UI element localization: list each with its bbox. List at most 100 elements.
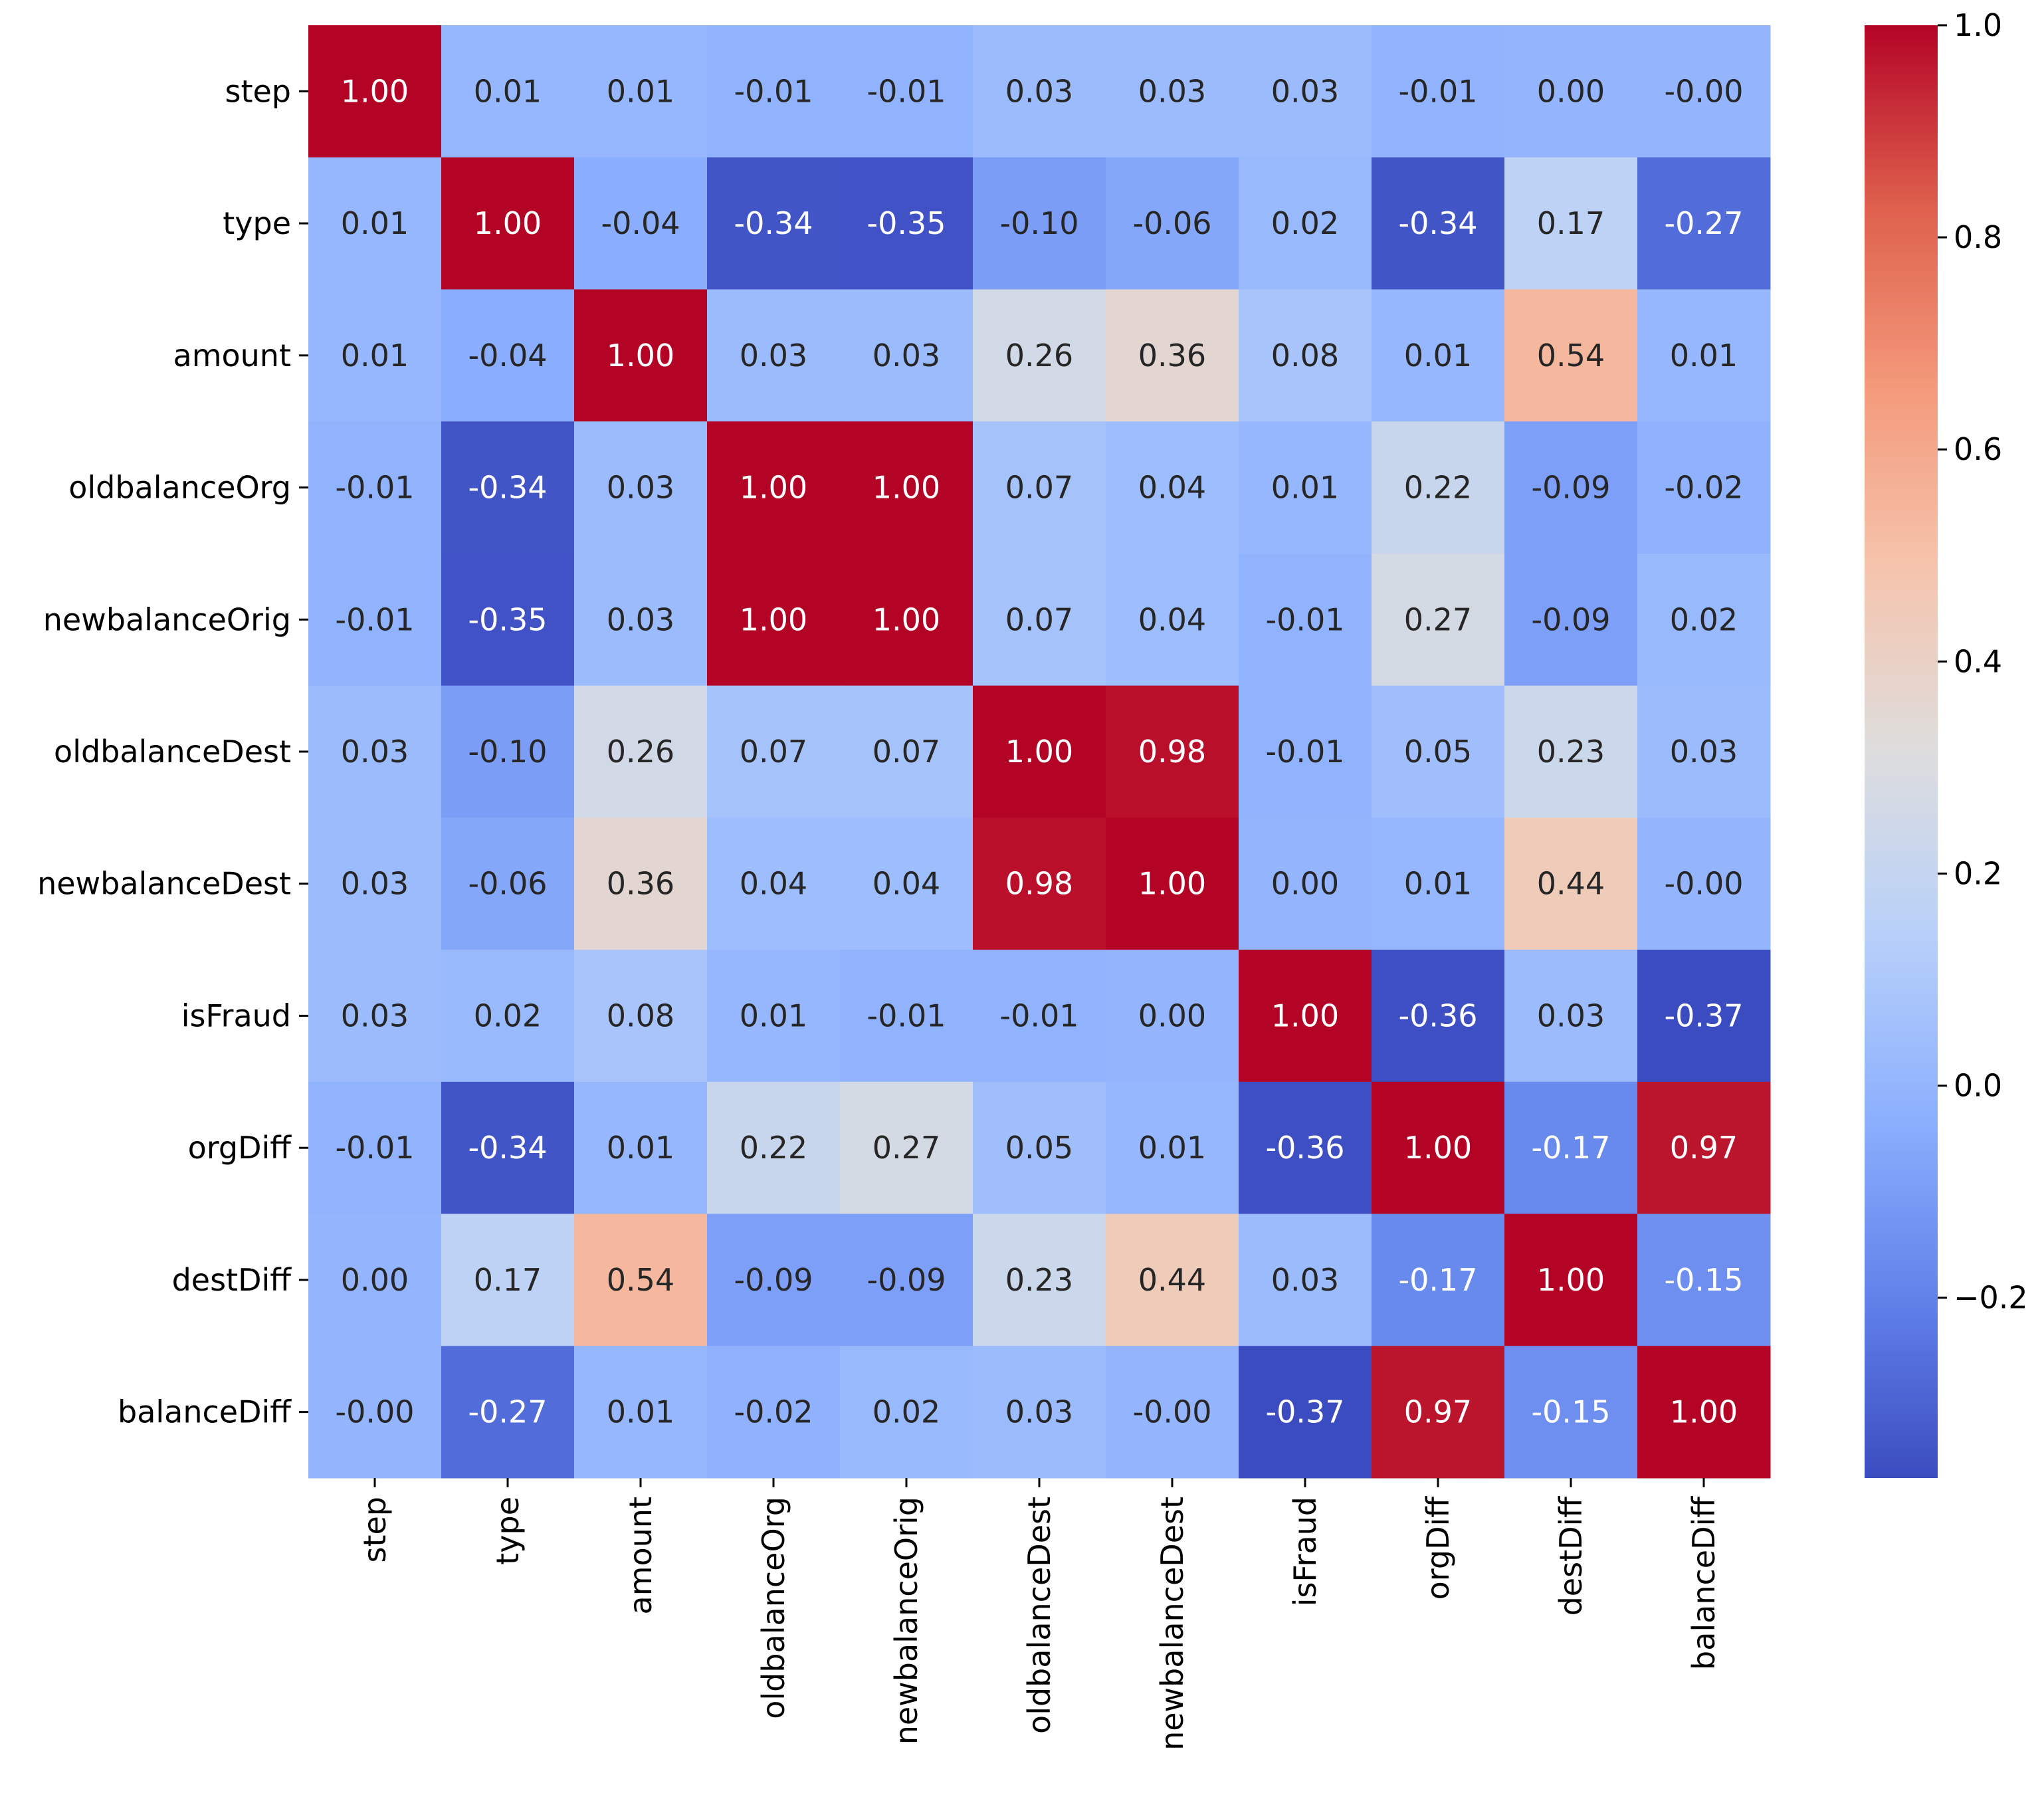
heatmap-cell xyxy=(1372,817,1505,950)
x-axis-tick-label: step xyxy=(357,1497,393,1563)
heatmap-cell xyxy=(308,817,442,950)
heatmap-cell-label: 0.03 xyxy=(1271,73,1339,109)
heatmap-cell xyxy=(1372,553,1505,686)
heatmap-cell-label: -0.01 xyxy=(734,73,813,109)
heatmap-cell-label: 0.05 xyxy=(1404,734,1472,770)
heatmap-cell xyxy=(973,289,1106,422)
heatmap-cell-label: 0.98 xyxy=(1005,866,1073,902)
heatmap-cell-label: -0.00 xyxy=(1132,1394,1211,1430)
heatmap-cell xyxy=(574,950,708,1083)
y-axis-tick-label: oldbalanceDest xyxy=(54,734,291,770)
heatmap-cell xyxy=(973,1346,1106,1479)
heatmap-cell-label: 1.00 xyxy=(1005,734,1073,770)
heatmap-cell-label: 0.27 xyxy=(872,1130,940,1166)
heatmap-cell xyxy=(707,685,841,818)
x-axis-tick-label: newbalanceDest xyxy=(1154,1497,1190,1750)
heatmap-cell xyxy=(574,25,708,158)
heatmap-cell-label: -0.34 xyxy=(734,205,813,241)
heatmap-cell xyxy=(973,553,1106,686)
heatmap-cell xyxy=(1504,157,1638,290)
heatmap-cell xyxy=(574,1213,708,1346)
heatmap-cell-label: -0.01 xyxy=(1398,73,1477,109)
heatmap-cell xyxy=(308,25,442,158)
heatmap-cell-label: -0.36 xyxy=(1398,998,1477,1033)
heatmap-cell-label: 0.05 xyxy=(1005,1130,1073,1166)
heatmap-cell xyxy=(1637,950,1771,1083)
heatmap-cell xyxy=(1106,950,1239,1083)
x-axis-tick-label: amount xyxy=(623,1497,659,1615)
heatmap-cell xyxy=(1637,817,1771,950)
heatmap-cell xyxy=(1637,25,1771,158)
heatmap-cell-label: 1.00 xyxy=(872,601,940,637)
heatmap-cell-label: 0.27 xyxy=(1404,601,1472,637)
heatmap-cell xyxy=(1504,685,1638,818)
heatmap-cell xyxy=(707,421,841,554)
heatmap-cell-label: 1.00 xyxy=(1404,1130,1472,1166)
colorbar-tick-label: 0.2 xyxy=(1954,855,2002,891)
heatmap-cell-label: 0.02 xyxy=(1271,205,1339,241)
heatmap-cell xyxy=(707,157,841,290)
heatmap-cell xyxy=(973,1081,1106,1215)
heatmap-cell-label: -0.10 xyxy=(468,734,547,770)
heatmap-cell xyxy=(707,1081,841,1215)
heatmap-cell-label: 1.00 xyxy=(872,470,940,506)
heatmap-cell-label: 0.03 xyxy=(740,338,807,373)
heatmap-cell xyxy=(441,25,575,158)
x-axis-tick-label: isFraud xyxy=(1287,1497,1323,1606)
heatmap-cell xyxy=(707,553,841,686)
heatmap-cell-label: 0.08 xyxy=(607,998,674,1033)
heatmap-cell-label: 0.00 xyxy=(1138,998,1206,1033)
heatmap-cell-label: -0.17 xyxy=(1531,1130,1610,1166)
heatmap-cell xyxy=(441,685,575,818)
heatmap-cell xyxy=(441,421,575,554)
heatmap-cell xyxy=(707,1346,841,1479)
heatmap-cell xyxy=(1637,421,1771,554)
heatmap-cell-label: 0.00 xyxy=(341,1262,409,1298)
heatmap-cell xyxy=(441,1081,575,1215)
heatmap-cell xyxy=(308,1081,442,1215)
heatmap-cell-label: 0.01 xyxy=(607,1130,674,1166)
heatmap-cell-label: 0.01 xyxy=(1404,866,1472,902)
heatmap-cell xyxy=(574,421,708,554)
heatmap-cell xyxy=(707,817,841,950)
heatmap-cell xyxy=(840,817,973,950)
heatmap-cell-label: 0.02 xyxy=(1670,601,1738,637)
heatmap-cell xyxy=(308,685,442,818)
heatmap-cell xyxy=(973,157,1106,290)
heatmap-cell-label: -0.01 xyxy=(1265,601,1344,637)
heatmap-cell-label: -0.35 xyxy=(867,205,946,241)
heatmap-cell-label: 1.00 xyxy=(341,73,409,109)
x-axis-tick-label: newbalanceOrig xyxy=(888,1497,924,1744)
heatmap-cell-label: 0.36 xyxy=(1138,338,1206,373)
y-axis-tick-label: newbalanceDest xyxy=(37,866,291,902)
heatmap-cell xyxy=(1372,1081,1505,1215)
y-axis-tick-label: oldbalanceOrg xyxy=(68,470,291,506)
heatmap-cell xyxy=(1239,950,1372,1083)
y-axis-tick-label: destDiff xyxy=(172,1262,292,1298)
heatmap-cell-label: -0.15 xyxy=(1664,1262,1743,1298)
heatmap-cell-label: 0.03 xyxy=(1005,73,1073,109)
heatmap-cell-label: 0.17 xyxy=(474,1262,542,1298)
heatmap-cell-label: 0.07 xyxy=(1005,470,1073,506)
heatmap-cell xyxy=(1637,1213,1771,1346)
heatmap-cell xyxy=(441,157,575,290)
heatmap-cell-label: -0.15 xyxy=(1531,1394,1610,1430)
heatmap-cell-label: -0.36 xyxy=(1265,1130,1344,1166)
heatmap-cell-label: 0.03 xyxy=(1537,998,1605,1033)
heatmap-cell xyxy=(707,1213,841,1346)
heatmap-cell xyxy=(308,157,442,290)
heatmap-cell xyxy=(1372,25,1505,158)
heatmap-cell-label: -0.06 xyxy=(468,866,547,902)
heatmap-cell-label: 0.01 xyxy=(1271,470,1339,506)
heatmap-cell xyxy=(707,289,841,422)
heatmap-cell-label: 0.26 xyxy=(607,734,674,770)
heatmap-cell-label: 0.04 xyxy=(740,866,807,902)
heatmap-cell xyxy=(1504,25,1638,158)
heatmap-cell-label: -0.34 xyxy=(1398,205,1477,241)
heatmap-cell xyxy=(1504,950,1638,1083)
heatmap-cell-label: -0.35 xyxy=(468,601,547,637)
heatmap-cell-label: 0.01 xyxy=(740,998,807,1033)
heatmap-cell-label: 0.03 xyxy=(341,998,409,1033)
heatmap-cell xyxy=(308,421,442,554)
heatmap-cell-label: 0.01 xyxy=(341,205,409,241)
